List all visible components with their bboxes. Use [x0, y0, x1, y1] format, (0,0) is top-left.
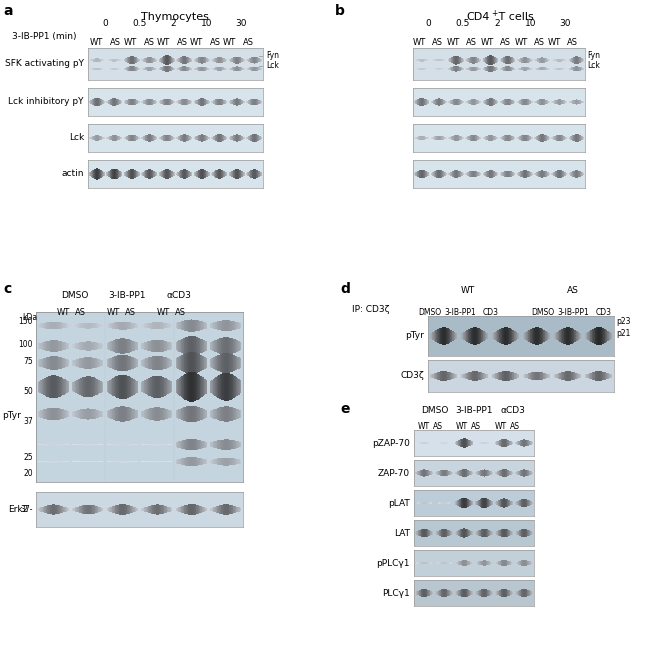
- Text: WT: WT: [418, 422, 430, 431]
- Text: 150: 150: [18, 317, 33, 326]
- Text: 37-: 37-: [21, 506, 33, 514]
- Text: 0: 0: [102, 19, 108, 28]
- Text: actin: actin: [62, 169, 84, 178]
- Text: DMSO: DMSO: [419, 308, 441, 317]
- Text: WT: WT: [547, 38, 560, 47]
- Text: WT: WT: [480, 38, 493, 47]
- Text: 10: 10: [202, 19, 213, 28]
- Text: AS: AS: [471, 422, 481, 431]
- Text: WT: WT: [90, 38, 103, 47]
- Text: 3-IB-PP1: 3-IB-PP1: [109, 291, 146, 300]
- Text: AS: AS: [144, 38, 155, 47]
- Text: +: +: [491, 9, 497, 18]
- Text: Lck: Lck: [69, 134, 84, 143]
- Text: AS: AS: [109, 38, 120, 47]
- Text: p23: p23: [616, 317, 630, 326]
- Text: AS: AS: [209, 38, 220, 47]
- Text: AS: AS: [75, 308, 86, 317]
- Text: DMSO: DMSO: [421, 406, 448, 415]
- Text: Thymocytes: Thymocytes: [141, 12, 209, 22]
- Text: 2: 2: [170, 19, 176, 28]
- Text: 100: 100: [18, 340, 33, 349]
- Text: 0.5: 0.5: [456, 19, 470, 28]
- Text: Erk2: Erk2: [8, 506, 28, 514]
- Text: DMSO: DMSO: [532, 308, 554, 317]
- Text: CD4: CD4: [467, 12, 490, 22]
- Text: ZAP-70: ZAP-70: [378, 468, 410, 477]
- Text: DMSO: DMSO: [61, 291, 88, 300]
- Text: AS: AS: [567, 286, 579, 295]
- Text: —: —: [259, 54, 263, 58]
- Text: WT: WT: [107, 308, 120, 317]
- Text: 0.5: 0.5: [133, 19, 147, 28]
- Text: a: a: [3, 4, 12, 18]
- Text: CD3ζ: CD3ζ: [400, 371, 424, 380]
- Text: 25: 25: [23, 452, 33, 461]
- Text: 75: 75: [23, 357, 33, 366]
- Text: Lck inhibitory pY: Lck inhibitory pY: [8, 98, 84, 107]
- Text: WT: WT: [157, 38, 170, 47]
- Text: T cells: T cells: [495, 12, 534, 22]
- Text: e: e: [340, 402, 350, 416]
- Text: 3-IB-PP1: 3-IB-PP1: [557, 308, 589, 317]
- Text: AS: AS: [510, 422, 520, 431]
- Text: Lck: Lck: [587, 61, 600, 70]
- Text: WT: WT: [124, 38, 136, 47]
- Text: 3-IB-PP1 (min): 3-IB-PP1 (min): [12, 32, 77, 41]
- Text: 3-IB-PP1: 3-IB-PP1: [444, 308, 476, 317]
- Text: AS: AS: [465, 38, 476, 47]
- Text: 30: 30: [559, 19, 571, 28]
- Text: 30: 30: [235, 19, 247, 28]
- Text: AS: AS: [242, 38, 254, 47]
- Text: CD3: CD3: [483, 308, 499, 317]
- Text: LAT: LAT: [394, 528, 410, 537]
- Text: WT: WT: [222, 38, 235, 47]
- Text: αCD3: αCD3: [500, 406, 525, 415]
- Text: AS: AS: [567, 38, 577, 47]
- Text: WT: WT: [447, 38, 460, 47]
- Text: AS: AS: [125, 308, 135, 317]
- Text: d: d: [340, 282, 350, 296]
- Text: Lck: Lck: [266, 61, 279, 70]
- Text: 10: 10: [525, 19, 537, 28]
- Text: SFK activating pY: SFK activating pY: [5, 59, 84, 68]
- Text: AS: AS: [534, 38, 545, 47]
- Text: IP: CD3ζ: IP: CD3ζ: [352, 306, 389, 315]
- Text: WT: WT: [495, 422, 507, 431]
- Text: —: —: [259, 64, 263, 68]
- Text: pTyr: pTyr: [3, 410, 21, 419]
- Text: PLCγ1: PLCγ1: [382, 589, 410, 598]
- Text: 50: 50: [23, 388, 33, 397]
- Text: pTyr: pTyr: [405, 331, 424, 340]
- Text: Fyn: Fyn: [587, 52, 600, 61]
- Text: WT: WT: [456, 422, 468, 431]
- Text: 3-IB-PP1: 3-IB-PP1: [455, 406, 493, 415]
- Text: AS: AS: [499, 38, 510, 47]
- Text: 20: 20: [23, 470, 33, 479]
- Text: CD3: CD3: [596, 308, 612, 317]
- Text: AS: AS: [177, 38, 187, 47]
- Text: kDa: kDa: [23, 313, 38, 322]
- Text: b: b: [335, 4, 345, 18]
- Text: WT: WT: [57, 308, 70, 317]
- Text: WT: WT: [189, 38, 203, 47]
- Text: 37: 37: [23, 417, 33, 426]
- Text: pZAP-70: pZAP-70: [372, 439, 410, 448]
- Text: p21: p21: [616, 329, 630, 339]
- Text: c: c: [3, 282, 11, 296]
- Text: AS: AS: [433, 422, 443, 431]
- Text: WT: WT: [514, 38, 528, 47]
- Text: 0: 0: [425, 19, 431, 28]
- Text: Fyn: Fyn: [266, 52, 279, 61]
- Text: pPLCγ1: pPLCγ1: [376, 559, 410, 567]
- Text: WT: WT: [412, 38, 426, 47]
- Text: WT: WT: [461, 286, 475, 295]
- Text: AS: AS: [174, 308, 185, 317]
- Text: pLAT: pLAT: [388, 499, 410, 508]
- Text: WT: WT: [157, 308, 170, 317]
- Text: AS: AS: [432, 38, 443, 47]
- Text: 2: 2: [494, 19, 500, 28]
- Text: αCD3: αCD3: [166, 291, 192, 300]
